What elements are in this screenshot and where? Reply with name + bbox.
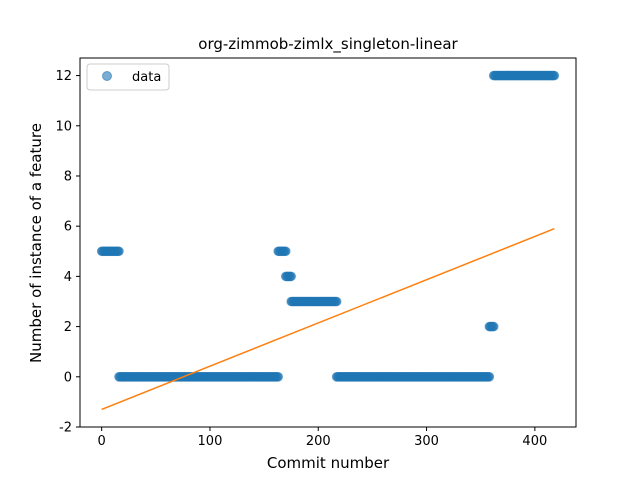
data-point [114,246,124,257]
y-tick-label: 10 [55,119,72,134]
data-point [549,70,560,81]
legend: data [86,63,170,91]
x-tick-label: 100 [198,434,223,449]
axes-frame [79,57,577,428]
y-tick-label: 8 [64,169,72,184]
y-tick-label: 12 [55,69,72,84]
data-point [488,321,499,332]
y-tick-label: 2 [64,320,72,335]
data-point [286,271,296,282]
fit-line [101,227,555,411]
x-tick-label: 200 [306,434,331,449]
legend-marker-data [102,71,112,81]
plot-area: 0 100 200 300 400 -2 0 2 4 6 8 10 12 [55,57,577,449]
legend-box [86,63,170,91]
data-point [273,371,283,382]
x-tick-label: 400 [522,434,547,449]
data-series [96,70,560,382]
y-tick-label: -2 [59,421,72,436]
x-tick-label: 0 [98,434,106,449]
data-point [280,246,291,257]
x-tick-label: 300 [414,434,439,449]
x-axis-label: Commit number [267,454,390,472]
chart-title: org-zimmob-zimlx_singleton-linear [198,35,458,54]
legend-label-data: data [132,70,161,85]
y-axis-label: Number of instance of a feature [27,123,45,363]
y-tick-label: 4 [64,270,72,285]
data-point [484,371,495,382]
y-tick-label: 0 [64,370,72,385]
y-tick-label: 6 [64,220,72,235]
data-point [331,296,342,307]
